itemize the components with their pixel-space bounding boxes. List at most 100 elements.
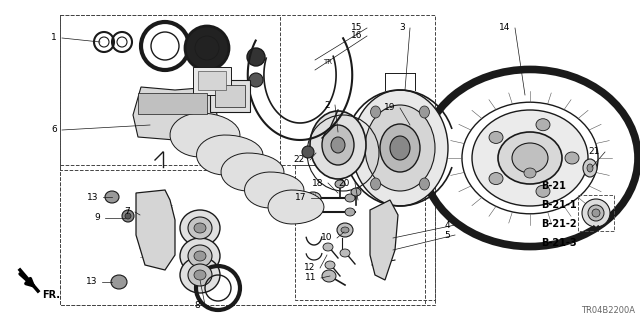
Text: 3: 3 [399, 23, 405, 33]
Ellipse shape [322, 125, 354, 165]
Ellipse shape [583, 159, 597, 177]
Text: 9: 9 [94, 213, 100, 222]
Text: 11: 11 [305, 274, 316, 283]
Text: 15: 15 [351, 23, 362, 33]
Bar [210, 80, 250, 112]
Text: TR04B2200A: TR04B2200A [581, 306, 635, 315]
Ellipse shape [194, 270, 206, 280]
Ellipse shape [188, 245, 212, 267]
Ellipse shape [536, 185, 550, 197]
Ellipse shape [188, 217, 212, 239]
Ellipse shape [122, 210, 134, 222]
Text: 8: 8 [195, 300, 200, 309]
Text: 19: 19 [383, 103, 395, 113]
Text: 2: 2 [324, 100, 330, 109]
Ellipse shape [341, 227, 349, 233]
Ellipse shape [247, 48, 265, 66]
Ellipse shape [371, 106, 381, 118]
Ellipse shape [331, 137, 345, 153]
Ellipse shape [249, 73, 263, 87]
Text: B-21-1: B-21-1 [541, 200, 577, 210]
Text: 10: 10 [321, 234, 332, 243]
Ellipse shape [536, 119, 550, 131]
Polygon shape [370, 200, 398, 280]
Ellipse shape [188, 264, 212, 286]
Text: 5: 5 [444, 230, 450, 239]
Ellipse shape [194, 251, 206, 261]
Text: 17: 17 [294, 194, 306, 203]
Ellipse shape [524, 168, 536, 178]
Polygon shape [133, 87, 217, 140]
Text: 18: 18 [312, 179, 323, 188]
Bar [60, 15, 280, 170]
Ellipse shape [498, 132, 562, 184]
Text: 14: 14 [499, 23, 510, 33]
Polygon shape [196, 135, 263, 175]
Ellipse shape [592, 209, 600, 217]
Text: 16: 16 [351, 31, 362, 41]
Text: 6: 6 [51, 125, 57, 134]
Ellipse shape [337, 223, 353, 237]
Ellipse shape [472, 110, 588, 206]
Bar [60, 165, 425, 305]
Ellipse shape [111, 275, 127, 289]
Ellipse shape [565, 152, 579, 164]
Ellipse shape [305, 192, 321, 204]
Ellipse shape [345, 208, 355, 216]
Ellipse shape [587, 164, 593, 172]
Polygon shape [268, 190, 324, 224]
Ellipse shape [340, 249, 350, 257]
Ellipse shape [352, 90, 448, 206]
Text: 22: 22 [294, 156, 305, 164]
Ellipse shape [419, 106, 429, 118]
Bar [578, 195, 614, 231]
Ellipse shape [180, 210, 220, 246]
Bar [138, 93, 207, 114]
Text: 21: 21 [589, 148, 600, 156]
Ellipse shape [512, 143, 548, 173]
Ellipse shape [345, 194, 355, 202]
Ellipse shape [588, 205, 604, 221]
Bar [215, 85, 245, 107]
Ellipse shape [302, 146, 314, 158]
Ellipse shape [489, 132, 503, 143]
Bar [295, 165, 435, 300]
Polygon shape [136, 190, 175, 270]
Bar [198, 71, 226, 90]
Text: TR: TR [323, 59, 333, 65]
Ellipse shape [390, 136, 410, 160]
Ellipse shape [125, 213, 131, 219]
Ellipse shape [380, 124, 420, 172]
Ellipse shape [351, 188, 361, 196]
Ellipse shape [105, 191, 119, 203]
Ellipse shape [325, 261, 335, 269]
Polygon shape [221, 153, 284, 191]
Ellipse shape [194, 223, 206, 233]
Ellipse shape [180, 257, 220, 293]
Text: 13: 13 [86, 277, 97, 286]
Ellipse shape [365, 105, 435, 191]
Text: 12: 12 [303, 263, 315, 273]
Ellipse shape [305, 206, 321, 218]
Text: 4: 4 [444, 220, 450, 229]
Text: B-21: B-21 [541, 180, 566, 191]
Ellipse shape [310, 111, 366, 179]
Text: 1: 1 [51, 34, 57, 43]
Ellipse shape [323, 243, 333, 251]
Ellipse shape [582, 199, 610, 227]
Polygon shape [170, 113, 240, 157]
Ellipse shape [180, 238, 220, 274]
Text: FR.: FR. [42, 290, 60, 300]
Ellipse shape [185, 26, 229, 70]
Ellipse shape [489, 172, 503, 185]
Text: B-21-3: B-21-3 [541, 238, 577, 248]
Text: 7: 7 [124, 207, 130, 217]
Ellipse shape [371, 178, 381, 190]
Bar [60, 15, 435, 305]
Bar [193, 67, 231, 95]
Ellipse shape [419, 178, 429, 190]
Ellipse shape [335, 180, 345, 188]
Text: 13: 13 [86, 193, 98, 202]
Polygon shape [244, 172, 304, 208]
Text: 20: 20 [339, 179, 350, 188]
